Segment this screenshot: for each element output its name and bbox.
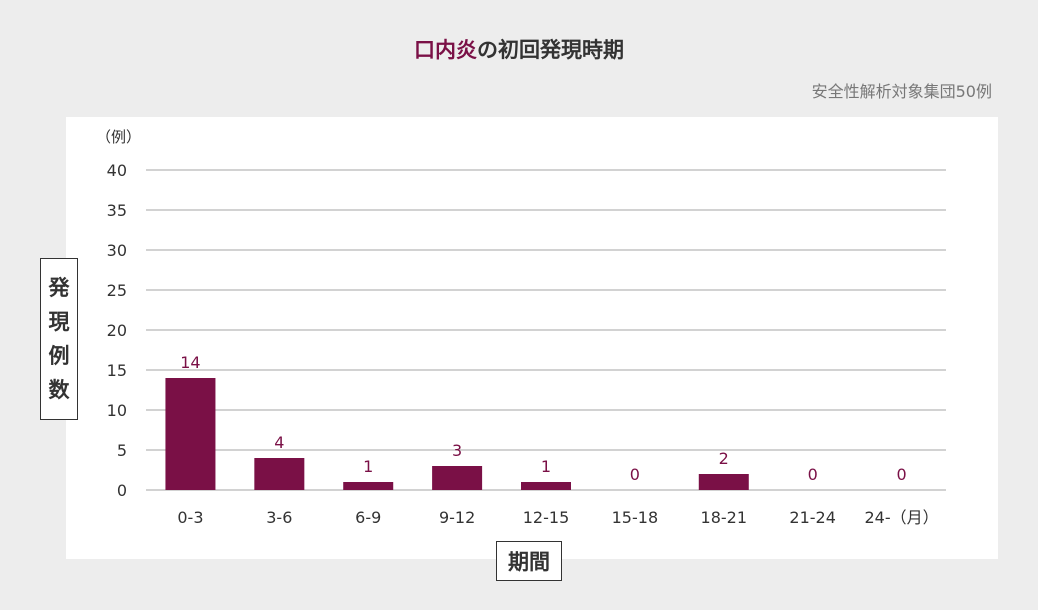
chart-title-rest: の初回発現時期 [477,38,624,62]
chart-title-highlight: 口内炎 [414,38,477,62]
data-label: 4 [274,433,284,452]
y-unit-label: （例） [96,128,142,146]
x-tick-label: 6-9 [355,508,381,527]
data-label: 1 [363,457,373,476]
y-tick-label: 5 [117,441,127,460]
x-tick-label: 24-（月） [864,508,938,527]
bars [165,378,749,490]
y-tick-label: 0 [117,481,127,500]
bar-18-21 [698,474,749,490]
bar-9-12 [432,466,483,490]
y-axis-label-char: 現 [48,310,70,334]
y-tick-label: 30 [107,241,127,260]
x-tick-label: 15-18 [612,508,659,527]
data-label: 2 [719,449,729,468]
y-tick-label: 15 [107,361,127,380]
data-label: 3 [452,441,462,460]
data-label: 0 [896,465,906,484]
bar-12-15 [521,482,571,490]
x-tick-label: 18-21 [701,508,748,527]
y-axis-label-char: 発 [48,276,70,300]
x-axis-label: 期間 [496,541,562,581]
x-tick-label: 0-3 [177,508,203,527]
y-tick-label: 35 [107,201,127,220]
grid-lines [146,169,946,491]
data-label: 1 [541,457,551,476]
data-label: 0 [808,465,818,484]
y-tick-label: 40 [107,161,127,180]
chart-title: 口内炎の初回発現時期 [0,34,1038,64]
data-label: 14 [180,353,200,372]
y-tick-labels: 0 5 10 15 20 25 30 35 40 [107,161,127,500]
y-axis-label-char: 数 [48,378,70,402]
bar-6-9 [343,482,394,490]
bar-0-3 [165,378,216,490]
y-tick-label: 10 [107,401,127,420]
x-tick-label: 12-15 [523,508,570,527]
bar-3-6 [254,458,305,490]
data-label: 0 [630,465,640,484]
data-labels: 14 4 1 3 1 0 2 0 0 [180,353,906,484]
x-tick-label: 3-6 [266,508,292,527]
x-tick-label: 9-12 [439,508,475,527]
x-tick-labels: 0-3 3-6 6-9 9-12 12-15 15-18 18-21 21-24 24-（月） [177,508,938,527]
y-axis-label: 発現例数 [40,258,78,420]
y-axis-label-char: 例 [48,344,70,368]
chart-subtitle: 安全性解析対象集団50例 [811,82,992,101]
x-tick-label: 21-24 [789,508,836,527]
y-tick-label: 25 [107,281,127,300]
y-tick-label: 20 [107,321,127,340]
